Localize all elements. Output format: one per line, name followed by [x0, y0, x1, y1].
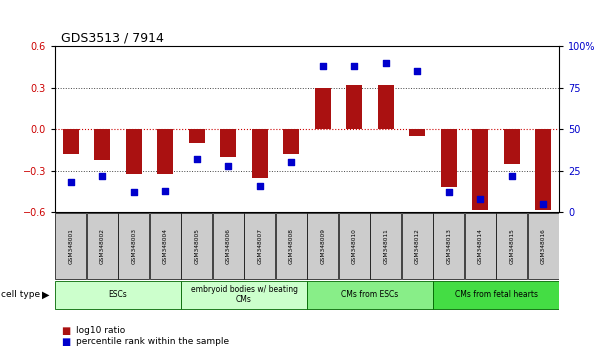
- FancyBboxPatch shape: [339, 213, 370, 279]
- FancyBboxPatch shape: [213, 213, 244, 279]
- Bar: [504, 129, 520, 164]
- Text: embryoid bodies w/ beating
CMs: embryoid bodies w/ beating CMs: [191, 285, 298, 304]
- Text: GSM348005: GSM348005: [194, 228, 199, 264]
- Text: GSM348007: GSM348007: [257, 228, 262, 264]
- Text: GSM348006: GSM348006: [226, 228, 231, 264]
- Text: GSM348011: GSM348011: [383, 228, 388, 264]
- Bar: [472, 129, 488, 210]
- Text: GSM348004: GSM348004: [163, 228, 168, 264]
- Bar: [126, 129, 142, 173]
- FancyBboxPatch shape: [87, 213, 118, 279]
- FancyBboxPatch shape: [276, 213, 307, 279]
- Bar: [94, 129, 110, 160]
- Bar: [252, 129, 268, 178]
- Text: CMs from ESCs: CMs from ESCs: [342, 290, 398, 299]
- Text: GSM348001: GSM348001: [68, 228, 73, 264]
- Text: GSM348009: GSM348009: [320, 228, 325, 264]
- Text: GSM348010: GSM348010: [352, 228, 357, 264]
- Bar: [315, 87, 331, 129]
- Text: GSM348008: GSM348008: [289, 228, 294, 264]
- FancyBboxPatch shape: [119, 213, 149, 279]
- Point: [318, 63, 327, 69]
- Bar: [158, 129, 173, 173]
- FancyBboxPatch shape: [433, 281, 558, 309]
- Text: GSM348003: GSM348003: [131, 228, 136, 264]
- Text: GSM348015: GSM348015: [510, 228, 514, 264]
- Text: GDS3513 / 7914: GDS3513 / 7914: [61, 31, 164, 44]
- Point: [538, 201, 548, 207]
- FancyBboxPatch shape: [56, 281, 181, 309]
- Bar: [409, 129, 425, 136]
- Text: ▶: ▶: [42, 290, 49, 300]
- FancyBboxPatch shape: [370, 213, 401, 279]
- Point: [97, 173, 107, 179]
- Bar: [378, 85, 393, 129]
- Point: [444, 190, 454, 195]
- FancyBboxPatch shape: [181, 281, 307, 309]
- FancyBboxPatch shape: [307, 213, 338, 279]
- FancyBboxPatch shape: [307, 281, 433, 309]
- Text: cell type: cell type: [1, 290, 40, 299]
- Bar: [441, 129, 456, 188]
- Text: ■: ■: [61, 326, 70, 336]
- Point: [160, 188, 170, 194]
- Point: [192, 156, 202, 162]
- FancyBboxPatch shape: [465, 213, 496, 279]
- Bar: [63, 129, 79, 154]
- Text: GSM348013: GSM348013: [446, 228, 452, 264]
- Text: ESCs: ESCs: [109, 290, 127, 299]
- Bar: [221, 129, 236, 157]
- Point: [224, 163, 233, 169]
- FancyBboxPatch shape: [496, 213, 527, 279]
- FancyBboxPatch shape: [181, 213, 212, 279]
- Text: ■: ■: [61, 337, 70, 347]
- FancyBboxPatch shape: [528, 213, 558, 279]
- Point: [129, 190, 139, 195]
- Point: [287, 160, 296, 165]
- Bar: [346, 85, 362, 129]
- Text: percentile rank within the sample: percentile rank within the sample: [76, 337, 230, 346]
- Point: [507, 173, 517, 179]
- Text: GSM348014: GSM348014: [478, 228, 483, 264]
- FancyBboxPatch shape: [244, 213, 275, 279]
- Text: GSM348016: GSM348016: [541, 228, 546, 264]
- Point: [66, 179, 76, 185]
- FancyBboxPatch shape: [150, 213, 181, 279]
- Bar: [189, 129, 205, 143]
- FancyBboxPatch shape: [56, 213, 86, 279]
- Point: [255, 183, 265, 189]
- FancyBboxPatch shape: [433, 213, 464, 279]
- Text: GSM348012: GSM348012: [415, 228, 420, 264]
- Point: [381, 60, 390, 65]
- Text: CMs from fetal hearts: CMs from fetal hearts: [455, 290, 538, 299]
- Text: GSM348002: GSM348002: [100, 228, 104, 264]
- Point: [412, 68, 422, 74]
- Bar: [535, 129, 551, 210]
- Text: log10 ratio: log10 ratio: [76, 326, 126, 336]
- Point: [349, 63, 359, 69]
- Bar: [284, 129, 299, 154]
- Point: [475, 196, 485, 202]
- FancyBboxPatch shape: [402, 213, 433, 279]
